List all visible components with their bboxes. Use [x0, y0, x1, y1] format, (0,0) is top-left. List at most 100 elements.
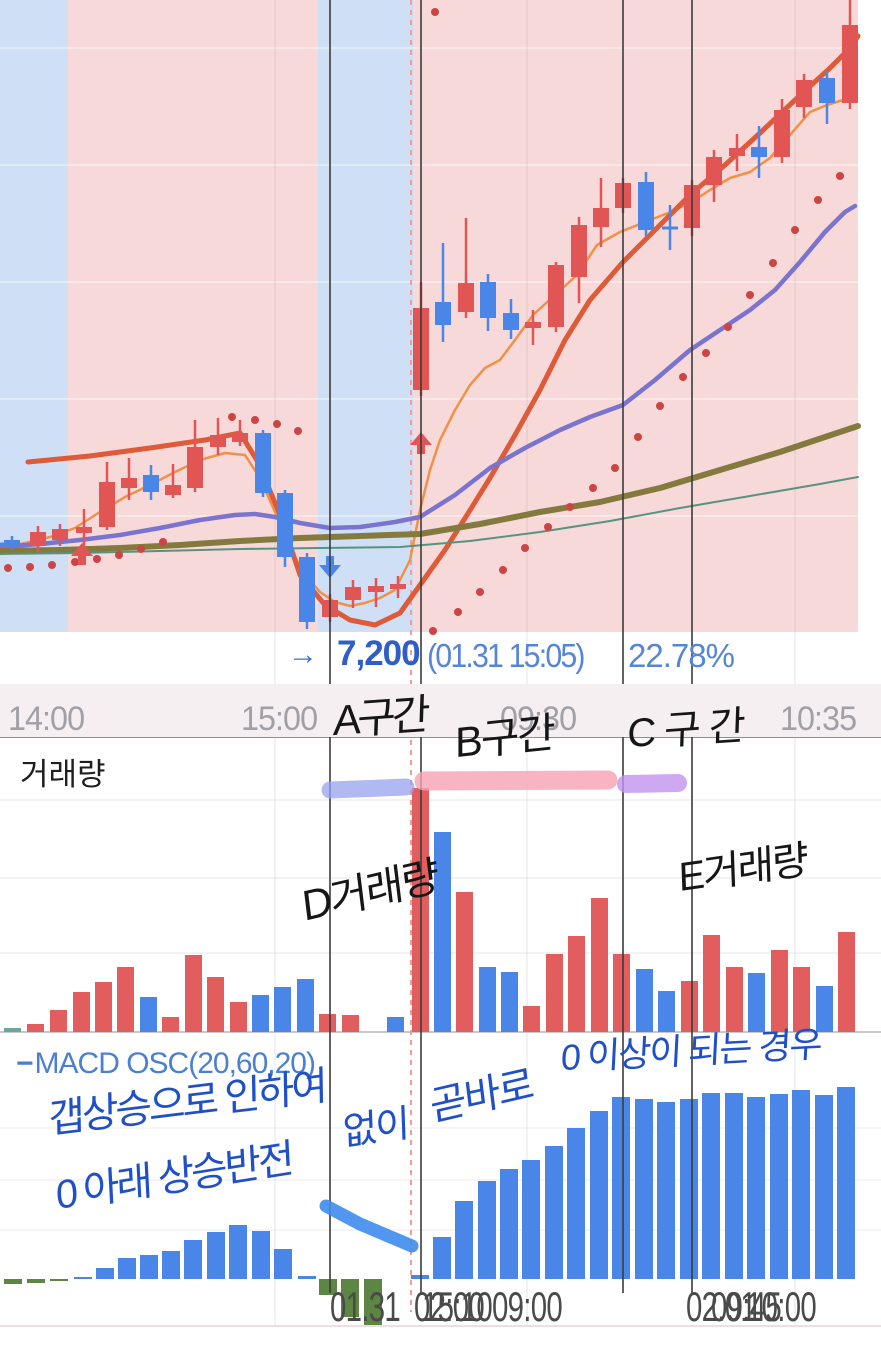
volume-bar	[274, 987, 291, 1032]
macd-bar	[229, 1225, 247, 1279]
macd-bar	[612, 1097, 630, 1279]
volume-bar	[816, 986, 833, 1032]
time-label: 14:00	[8, 700, 85, 738]
sar-dot	[93, 555, 101, 563]
candle-body	[729, 148, 745, 156]
sar-dot	[273, 420, 281, 428]
volume-bar	[252, 995, 269, 1032]
volume-bar	[434, 832, 451, 1032]
macd-bar	[341, 1279, 359, 1317]
macd-bar	[4, 1279, 22, 1284]
date-time-label: 01.31	[330, 1283, 401, 1330]
sar-dot	[611, 464, 619, 472]
change-percent: 22.78%	[628, 637, 735, 674]
sar-dot	[679, 373, 687, 381]
sar-dot	[836, 172, 844, 180]
macd-bar	[702, 1093, 720, 1279]
sar-dot	[115, 551, 123, 559]
sar-dot	[589, 484, 597, 492]
candle-body	[232, 433, 248, 442]
sar-dot	[746, 291, 754, 299]
candle-body	[299, 557, 315, 622]
ma-olive	[0, 423, 861, 554]
macd-legend-dash-icon: −	[16, 1047, 34, 1080]
ma-teal	[0, 476, 859, 555]
candle-body	[390, 584, 406, 589]
highlighter-band	[617, 774, 687, 793]
sar-dot	[814, 196, 822, 204]
volume-bar	[185, 955, 202, 1032]
date-time-label: 09:00	[492, 1283, 563, 1330]
time-label: 15:00	[241, 700, 318, 738]
volume-bar	[50, 1010, 67, 1032]
sar-dot	[656, 402, 664, 410]
sar-dot	[429, 627, 437, 635]
candle-body	[435, 302, 451, 325]
volume-bar	[703, 935, 720, 1032]
sar-dot	[544, 523, 552, 531]
candle-body	[819, 78, 835, 103]
candle-body	[593, 208, 609, 227]
ma-purple	[0, 203, 858, 550]
sar-dot	[454, 608, 462, 616]
volume-bar	[162, 1017, 179, 1032]
ink-annotation: C구간	[626, 703, 755, 757]
volume-bar	[793, 967, 810, 1032]
last-price-timestamp: (01.31 15:05)	[427, 637, 586, 674]
macd-bar	[319, 1279, 337, 1295]
sar-dot	[521, 544, 529, 552]
macd-bar	[455, 1201, 473, 1279]
macd-bar	[50, 1279, 68, 1281]
macd-bar	[118, 1258, 136, 1279]
time-label: 09:30	[500, 700, 577, 738]
macd-bar	[792, 1090, 810, 1279]
time-label: 10:35	[780, 700, 857, 738]
candle-body	[76, 527, 92, 533]
macd-bar	[500, 1169, 518, 1279]
volume-bar	[4, 1028, 21, 1032]
volume-bar	[342, 1015, 359, 1032]
volume-bar	[501, 972, 518, 1032]
volume-bar	[479, 967, 496, 1032]
date-time-label: 02:00	[414, 1283, 485, 1330]
sar-dot	[724, 323, 732, 331]
macd-bar	[657, 1102, 675, 1279]
volume-bar	[95, 982, 112, 1032]
volume-bar	[117, 967, 134, 1032]
sar-dot	[476, 588, 484, 596]
volume-bar	[297, 979, 314, 1032]
volume-bar	[591, 898, 608, 1032]
sar-dot	[159, 538, 167, 546]
volume-bar	[27, 1024, 44, 1032]
sar-dot	[702, 349, 710, 357]
sar-dot	[294, 427, 302, 435]
volume-bar	[523, 1006, 540, 1032]
candle-body	[774, 110, 790, 157]
candle-body	[143, 475, 159, 492]
macd-bar	[411, 1275, 429, 1279]
up-arrow-marker	[71, 543, 93, 565]
macd-bar	[74, 1277, 92, 1279]
sar-dot	[4, 564, 12, 572]
macd-bar	[545, 1146, 563, 1279]
macd-bar	[747, 1097, 765, 1279]
date-time-label: 10:00	[746, 1283, 817, 1330]
candle-body	[571, 225, 587, 277]
volume-bar	[726, 967, 743, 1032]
sar-dot	[228, 413, 236, 421]
sar-dot	[251, 416, 259, 424]
sar-dot	[769, 259, 777, 267]
macd-bar	[680, 1099, 698, 1279]
macd-bar	[162, 1251, 180, 1279]
macd-bar	[252, 1231, 270, 1279]
candle-body	[842, 25, 858, 103]
candle-body	[503, 313, 519, 330]
ink-annotation: B구간	[455, 708, 554, 767]
volume-bar	[838, 932, 855, 1032]
date-time-label: 02.01	[686, 1283, 757, 1330]
date-time-label: 09:45	[711, 1283, 782, 1330]
highlighter-band	[414, 770, 618, 791]
sar-dot	[566, 503, 574, 511]
ink-annotation: A구간	[332, 690, 428, 745]
volume-bar	[636, 969, 653, 1032]
